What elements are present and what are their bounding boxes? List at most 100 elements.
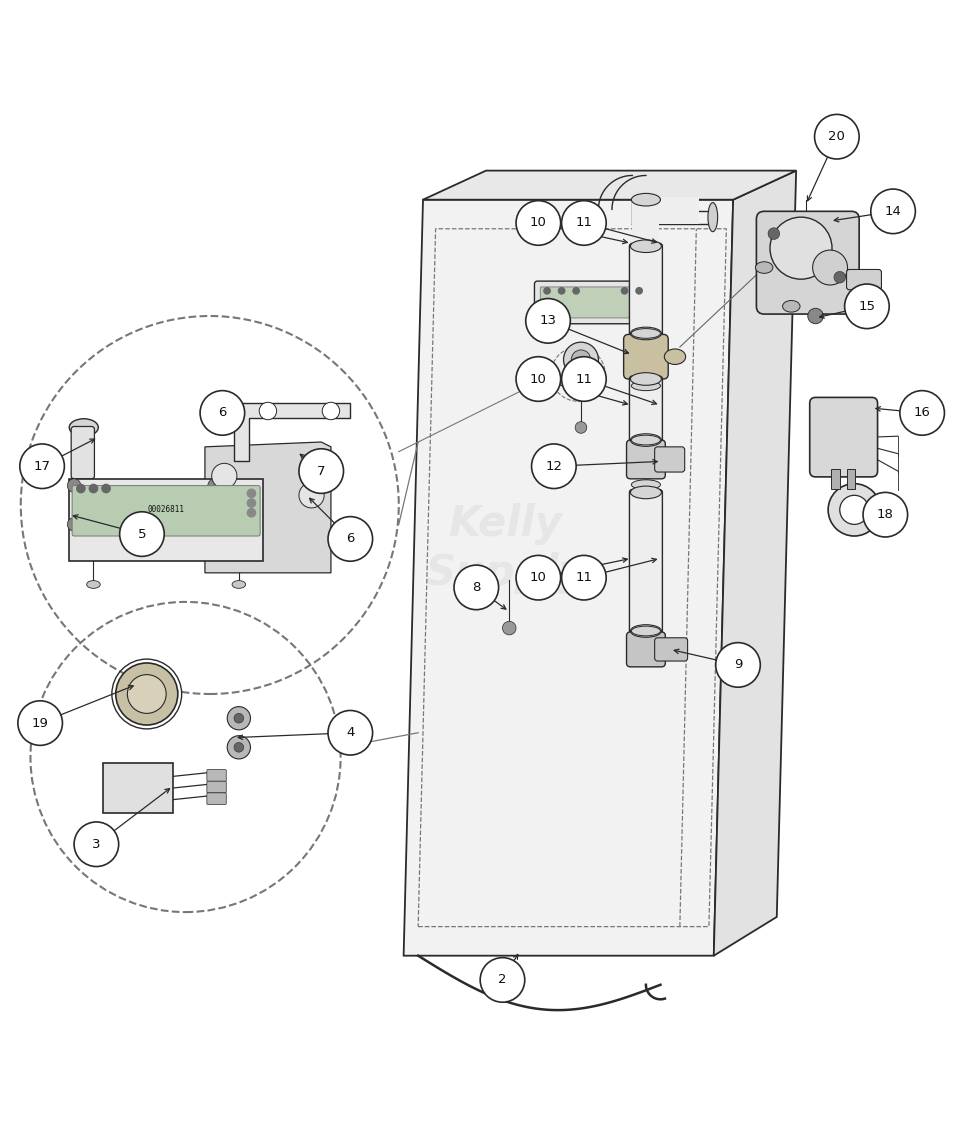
Ellipse shape: [755, 261, 773, 274]
FancyBboxPatch shape: [207, 793, 226, 804]
Circle shape: [116, 663, 178, 725]
Circle shape: [127, 675, 166, 713]
Circle shape: [67, 479, 81, 492]
Circle shape: [120, 512, 164, 557]
FancyBboxPatch shape: [633, 198, 659, 247]
Circle shape: [234, 713, 244, 724]
Circle shape: [516, 556, 561, 600]
Polygon shape: [403, 200, 733, 955]
Circle shape: [558, 287, 566, 294]
Text: 18: 18: [877, 508, 894, 521]
Circle shape: [770, 217, 832, 279]
Circle shape: [227, 736, 251, 759]
Circle shape: [208, 479, 222, 492]
Circle shape: [621, 287, 629, 294]
Circle shape: [328, 710, 372, 755]
Ellipse shape: [708, 202, 717, 232]
Polygon shape: [713, 170, 796, 955]
Text: 11: 11: [575, 217, 592, 229]
Circle shape: [562, 357, 607, 401]
Circle shape: [900, 391, 945, 435]
FancyBboxPatch shape: [810, 398, 878, 477]
Ellipse shape: [631, 327, 661, 340]
Circle shape: [572, 350, 591, 369]
Text: 5: 5: [138, 527, 146, 541]
Text: 20: 20: [828, 131, 846, 143]
Circle shape: [715, 643, 760, 687]
Circle shape: [840, 495, 869, 525]
Circle shape: [768, 228, 780, 240]
FancyBboxPatch shape: [831, 469, 840, 488]
Ellipse shape: [632, 626, 660, 636]
Text: 17: 17: [34, 460, 51, 473]
Polygon shape: [234, 403, 350, 461]
Circle shape: [247, 499, 257, 508]
Polygon shape: [423, 170, 796, 200]
Text: 11: 11: [575, 571, 592, 584]
Circle shape: [815, 115, 859, 159]
FancyBboxPatch shape: [847, 469, 855, 488]
FancyBboxPatch shape: [630, 243, 662, 336]
Text: 3: 3: [92, 837, 101, 851]
Circle shape: [562, 556, 607, 600]
FancyBboxPatch shape: [630, 376, 662, 443]
Text: 15: 15: [858, 300, 876, 312]
Text: 00026811: 00026811: [148, 506, 185, 515]
Ellipse shape: [69, 419, 98, 436]
Ellipse shape: [632, 381, 660, 391]
Circle shape: [573, 287, 580, 294]
Circle shape: [212, 463, 237, 488]
Text: Kelly
Supply: Kelly Supply: [425, 503, 586, 594]
Circle shape: [526, 299, 571, 343]
Ellipse shape: [631, 240, 661, 252]
Circle shape: [200, 391, 245, 435]
FancyBboxPatch shape: [630, 490, 662, 634]
FancyBboxPatch shape: [627, 440, 665, 479]
Circle shape: [299, 483, 324, 508]
Circle shape: [834, 272, 846, 283]
Text: 10: 10: [530, 571, 547, 584]
Circle shape: [863, 492, 908, 537]
Circle shape: [813, 250, 848, 285]
Circle shape: [480, 958, 525, 1002]
FancyBboxPatch shape: [71, 426, 94, 479]
Text: 6: 6: [346, 533, 355, 545]
Circle shape: [636, 287, 643, 294]
Text: 12: 12: [545, 460, 563, 473]
Ellipse shape: [232, 580, 246, 588]
FancyBboxPatch shape: [847, 269, 882, 290]
Ellipse shape: [632, 479, 660, 490]
Ellipse shape: [87, 580, 100, 588]
FancyBboxPatch shape: [756, 211, 859, 314]
Circle shape: [247, 508, 257, 518]
Circle shape: [871, 189, 916, 234]
Circle shape: [503, 621, 516, 635]
Text: 7: 7: [317, 465, 326, 477]
Text: 10: 10: [530, 217, 547, 229]
Ellipse shape: [631, 373, 661, 385]
Ellipse shape: [782, 301, 800, 312]
Ellipse shape: [632, 435, 660, 445]
Circle shape: [532, 444, 576, 488]
Ellipse shape: [632, 193, 660, 206]
FancyBboxPatch shape: [627, 632, 665, 667]
FancyBboxPatch shape: [540, 287, 646, 318]
Text: 10: 10: [530, 373, 547, 385]
Circle shape: [234, 743, 244, 752]
Circle shape: [227, 707, 251, 729]
Ellipse shape: [631, 434, 661, 446]
Circle shape: [260, 402, 277, 419]
Circle shape: [299, 449, 343, 493]
Circle shape: [828, 484, 881, 536]
Ellipse shape: [631, 625, 661, 637]
Text: 11: 11: [575, 373, 592, 385]
Text: 6: 6: [218, 407, 226, 419]
Circle shape: [575, 421, 587, 433]
Ellipse shape: [631, 486, 661, 499]
Text: 4: 4: [346, 726, 355, 740]
Circle shape: [564, 342, 599, 377]
Circle shape: [19, 444, 64, 488]
Circle shape: [562, 201, 607, 245]
FancyBboxPatch shape: [535, 281, 652, 324]
Circle shape: [845, 284, 889, 328]
